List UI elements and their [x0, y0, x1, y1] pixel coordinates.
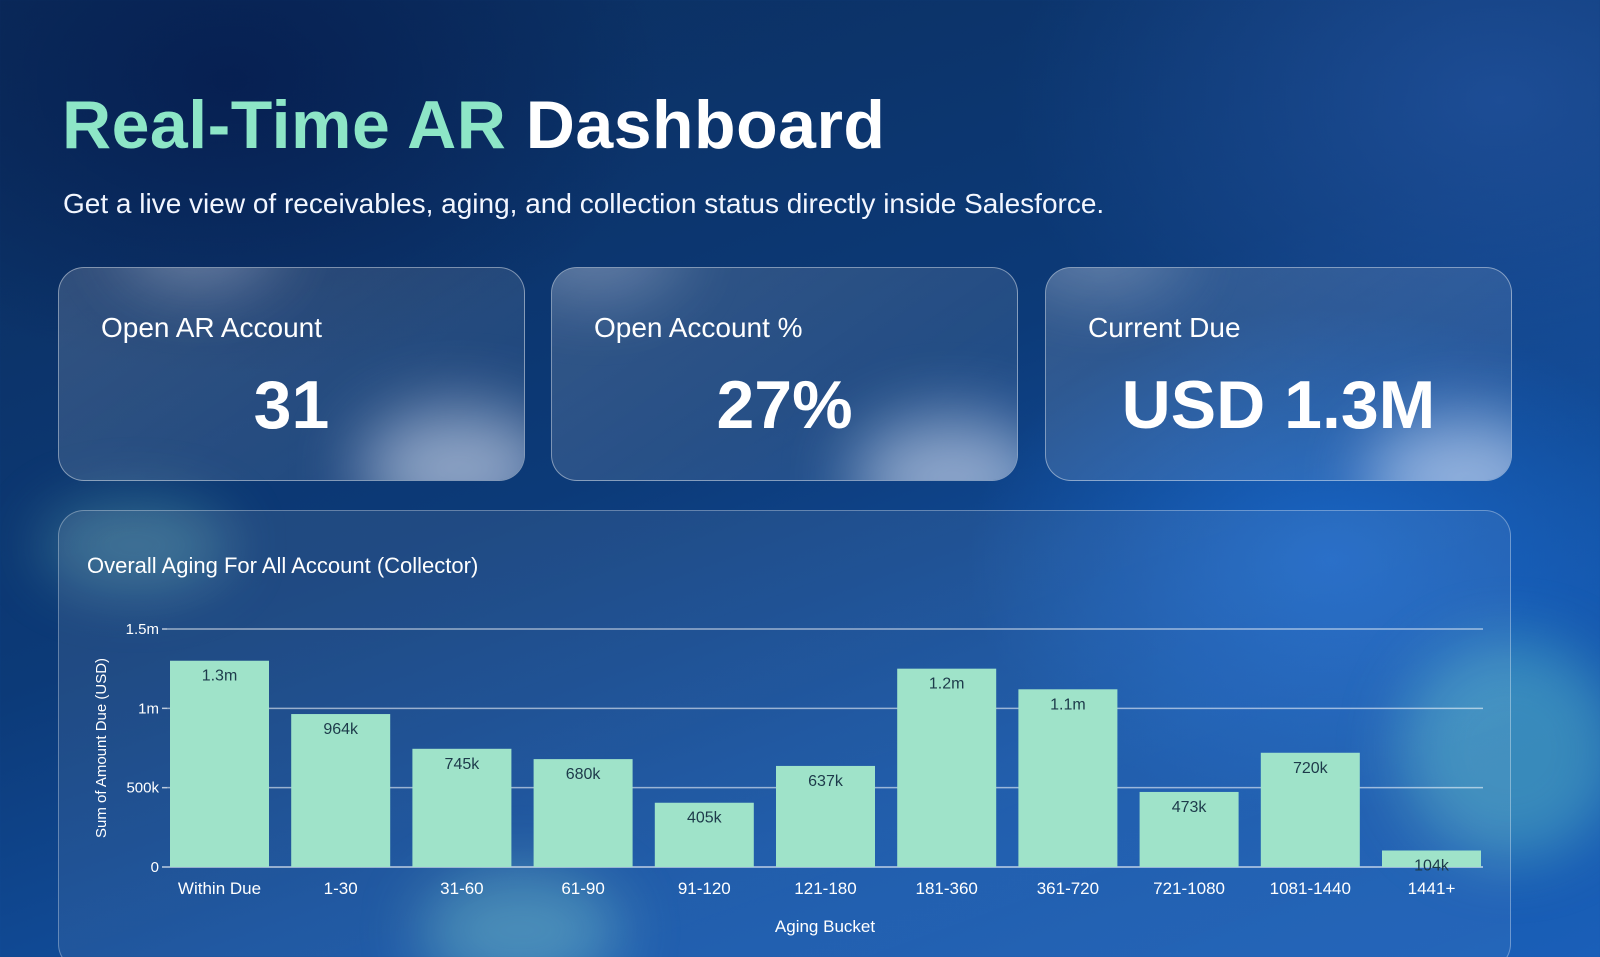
- x-axis-title: Aging Bucket: [775, 917, 875, 936]
- bar: [1382, 850, 1481, 867]
- bar: [412, 748, 512, 867]
- y-tick-label: 1m: [138, 700, 159, 717]
- y-tick-label: 500k: [126, 780, 159, 797]
- kpi-value: USD 1.3M: [1121, 367, 1436, 443]
- card-highlight: [119, 268, 279, 288]
- x-tick-label: 1-30: [324, 879, 358, 898]
- bar-data-label: 637k: [808, 773, 844, 790]
- kpi-label: Current Due: [1088, 312, 1241, 343]
- bar: [897, 668, 997, 867]
- x-tick-label: Within Due: [178, 879, 261, 898]
- kpi-label: Open AR Account: [101, 312, 323, 343]
- y-axis-title: Sum of Amount Due (USD): [93, 658, 110, 838]
- bar-data-label: 104k: [1414, 857, 1450, 874]
- bar: [1139, 791, 1239, 867]
- kpi-label: Open Account %: [594, 312, 803, 343]
- bar-data-label: 680k: [566, 766, 602, 783]
- bar-data-label: 1.2m: [929, 676, 965, 693]
- bar-data-label: 745k: [445, 756, 481, 773]
- bar: [776, 765, 875, 867]
- x-tick-label: 361-720: [1037, 879, 1099, 898]
- bar-data-label: 964k: [323, 721, 359, 738]
- chart-title: Overall Aging For All Account (Collector…: [87, 553, 479, 578]
- bar: [170, 660, 269, 867]
- page-subtitle: Get a live view of receivables, aging, a…: [63, 188, 1105, 219]
- bar: [654, 802, 754, 867]
- bar-data-label: 720k: [1293, 760, 1329, 777]
- bar: [1260, 752, 1360, 867]
- bar: [533, 759, 633, 867]
- x-tick-label: 181-360: [916, 879, 978, 898]
- page-title-main: Dashboard: [525, 87, 886, 163]
- x-tick-label: 1081-1440: [1270, 879, 1351, 898]
- x-tick-label: 1441+: [1408, 879, 1456, 898]
- bar-data-label: 1.3m: [202, 668, 238, 685]
- card-highlight: [552, 268, 682, 298]
- kpi-card-open-account-percent: Open Account % 27%: [551, 267, 1018, 481]
- x-tick-label: 61-90: [561, 879, 604, 898]
- x-tick-label: 721-1080: [1153, 879, 1225, 898]
- aging-bar-chart: 0 500k 1m 1.5m 1.3m Within Due 964k 1-30 745k 31-…: [93, 621, 1483, 936]
- page-title: Real-Time AR Dashboard: [62, 86, 885, 164]
- kpi-value: 31: [253, 367, 330, 443]
- bar-data-label: 405k: [687, 810, 723, 827]
- kpi-card-current-due: Current Due USD 1.3M: [1045, 267, 1512, 481]
- page-title-accent: Real-Time AR: [62, 87, 507, 163]
- bar: [291, 714, 391, 867]
- bar: [1018, 689, 1118, 867]
- y-tick-label: 0: [151, 859, 159, 876]
- y-tick-label: 1.5m: [126, 621, 159, 638]
- x-tick-label: 121-180: [794, 879, 856, 898]
- aging-chart-panel: Overall Aging For All Account (Collector…: [58, 510, 1511, 957]
- card-highlight: [1046, 268, 1186, 298]
- bar-data-label: 1.1m: [1050, 696, 1086, 713]
- x-tick-label: 91-120: [678, 879, 731, 898]
- kpi-card-open-ar-account: Open AR Account 31: [58, 267, 525, 481]
- bar-data-label: 473k: [1172, 799, 1208, 816]
- x-tick-label: 31-60: [440, 879, 483, 898]
- kpi-value: 27%: [716, 367, 853, 443]
